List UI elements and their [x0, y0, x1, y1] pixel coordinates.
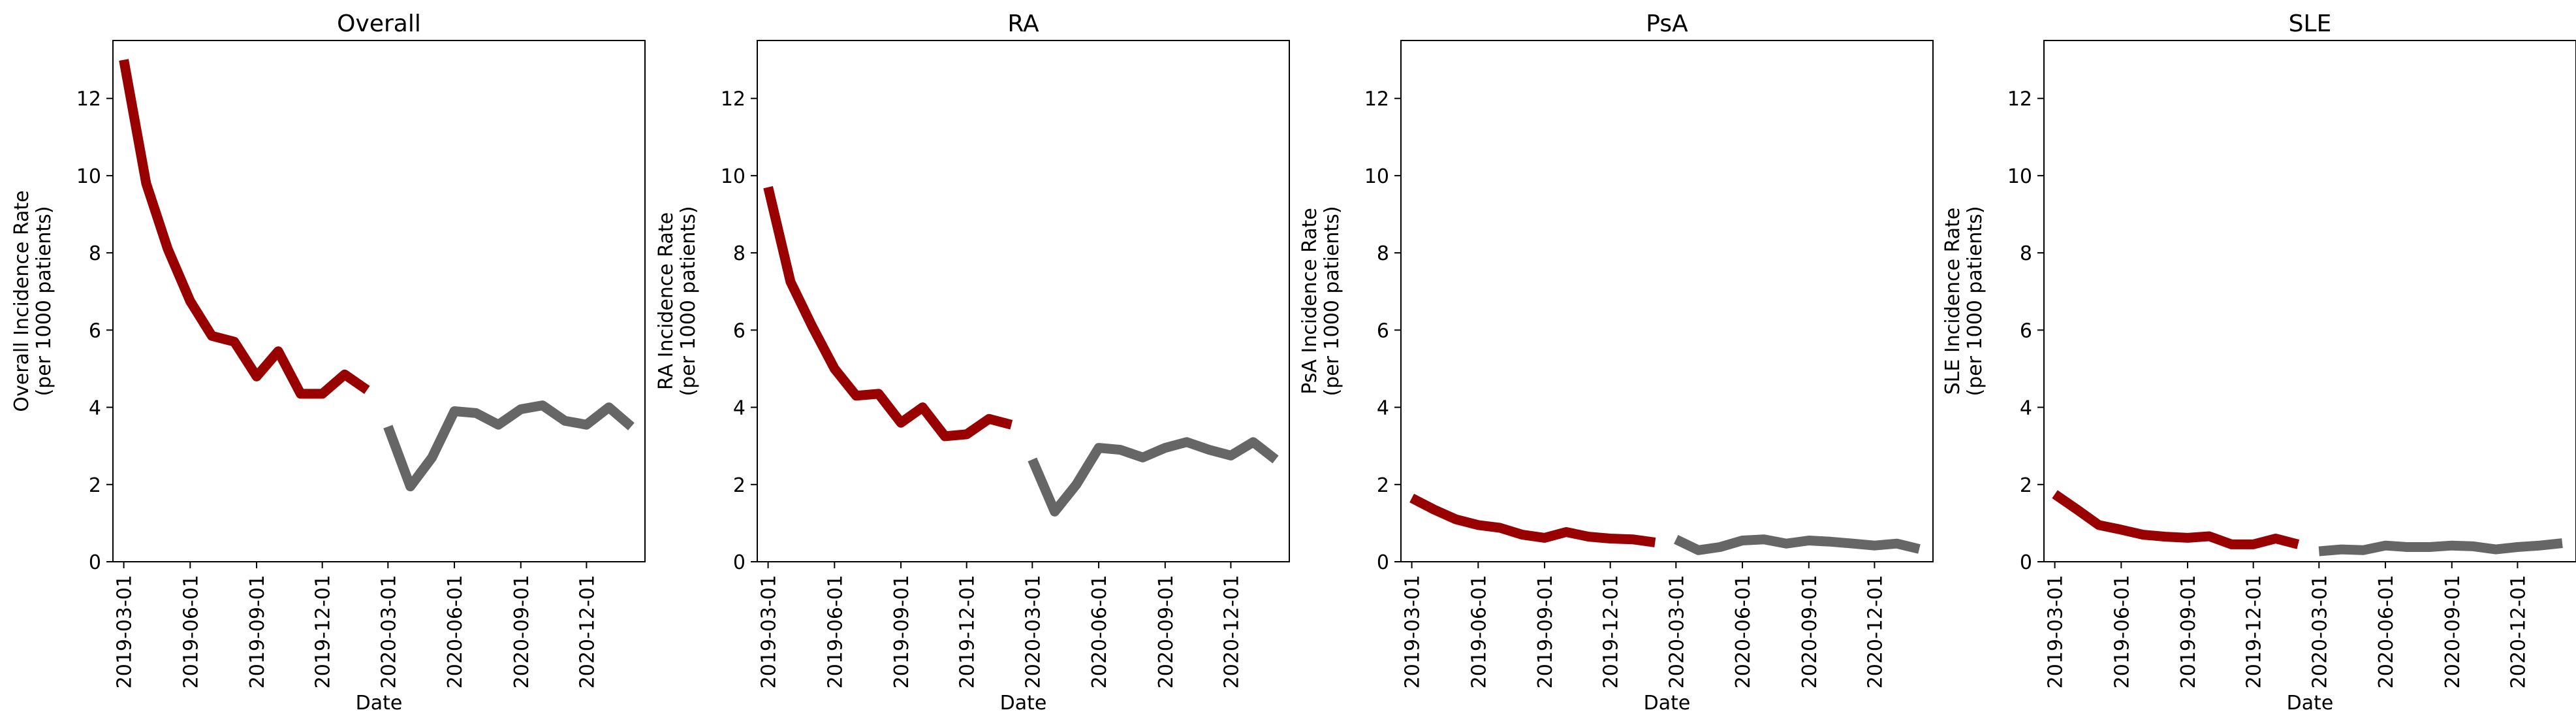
y-tick-label: 12: [2007, 88, 2032, 111]
x-tick-label: 2020-12-01: [1220, 575, 1243, 688]
y-tick-label: 4: [1377, 397, 1389, 420]
plot-frame: [112, 40, 646, 562]
y-tick-label: 6: [733, 319, 746, 342]
x-tick-label: 2019-09-01: [890, 575, 913, 688]
series-line-pre: [119, 59, 370, 399]
y-axis-label: (per 1000 patients): [1964, 206, 1987, 396]
x-tick-label: 2020-03-01: [377, 575, 400, 688]
x-tick-label: 2020-03-01: [1665, 575, 1688, 688]
x-tick-label: 2020-06-01: [2375, 575, 2398, 688]
series-line-post: [1674, 534, 1921, 555]
y-axis-label: (per 1000 patients): [677, 206, 700, 396]
panel-title: PsA: [1646, 10, 1688, 37]
y-axis-label: Overall Incidence Rate: [10, 190, 33, 412]
y-tick-label: 10: [721, 165, 746, 188]
y-tick-label: 0: [2020, 551, 2032, 574]
plot-frame: [1400, 40, 1934, 562]
x-tick-label: 2020-09-01: [2442, 575, 2464, 688]
x-tick-label: 2020-09-01: [1155, 575, 1178, 688]
y-tick-label: 8: [89, 242, 101, 265]
y-tick-label: 12: [1364, 88, 1389, 111]
x-tick-label: 2019-03-01: [114, 575, 136, 688]
panel-psa: 0 2 4 6 8 10 12 2019-03-01 2019-06-01 2019-09-01 2…: [1298, 10, 1934, 715]
y-tick-label: 6: [1377, 319, 1389, 342]
x-tick-label: 2019-12-01: [956, 575, 979, 688]
x-tick-label: 2020-12-01: [2507, 575, 2530, 688]
x-tick-label: 2019-12-01: [1600, 575, 1623, 688]
x-tick-label: 2019-03-01: [758, 575, 781, 688]
x-tick-label: 2019-09-01: [246, 575, 269, 688]
x-tick-label: 2020-06-01: [444, 575, 467, 688]
y-tick-label: 12: [76, 88, 101, 111]
y-tick-label: 4: [2020, 397, 2032, 420]
y-tick-label: 2: [733, 474, 746, 497]
y-tick-label: 10: [2007, 165, 2032, 188]
y-tick-label: 6: [2020, 319, 2032, 342]
y-tick-label: 6: [89, 319, 101, 342]
x-tick-label: 2020-12-01: [1864, 575, 1887, 688]
panel-ra: 0 2 4 6 8 10 12 2019-03-01 2019-06-01 2019-09-01 2…: [655, 10, 1290, 715]
x-tick-label: 2020-03-01: [2308, 575, 2331, 688]
x-tick-label: 2019-09-01: [1534, 575, 1557, 688]
y-tick-label: 10: [1364, 165, 1389, 188]
y-tick-label: 2: [2020, 474, 2032, 497]
plot-frame: [2043, 40, 2576, 562]
x-axis-label: Date: [2287, 692, 2334, 715]
series-line-post: [1028, 437, 1279, 517]
series-line-pre: [2052, 490, 2300, 549]
series-line-pre: [763, 186, 1013, 442]
panel-title: Overall: [337, 10, 421, 37]
y-axis-label: RA Incidence Rate: [655, 212, 678, 390]
y-axis-label: SLE Incidence Rate: [1941, 208, 1964, 395]
x-tick-label: 2019-06-01: [180, 575, 202, 688]
y-tick-label: 8: [1377, 242, 1389, 265]
y-tick-label: 8: [2020, 242, 2032, 265]
x-tick-label: 2019-06-01: [2111, 575, 2133, 688]
x-axis-label: Date: [1644, 692, 1691, 715]
x-tick-label: 2020-06-01: [1088, 575, 1111, 688]
series-line-post: [383, 400, 635, 492]
x-tick-label: 2019-06-01: [1468, 575, 1490, 688]
y-tick-label: 0: [89, 551, 101, 574]
y-tick-label: 0: [1377, 551, 1389, 574]
y-tick-label: 10: [76, 165, 101, 188]
panel-title: RA: [1007, 10, 1039, 37]
y-tick-label: 0: [733, 551, 746, 574]
x-tick-label: 2019-03-01: [1402, 575, 1424, 688]
y-axis-label: PsA Incidence Rate: [1298, 208, 1321, 395]
x-tick-label: 2020-03-01: [1022, 575, 1045, 688]
x-tick-label: 2020-09-01: [1798, 575, 1821, 688]
series-line-pre: [1409, 493, 1656, 547]
x-axis-label: Date: [356, 692, 403, 715]
x-tick-label: 2019-12-01: [312, 575, 335, 688]
panel-sle: 0 2 4 6 8 10 12 2019-03-01 2019-06-01 2019-09-01 2…: [1941, 10, 2576, 715]
y-tick-label: 4: [89, 397, 101, 420]
y-tick-label: 4: [733, 397, 746, 420]
x-tick-label: 2019-03-01: [2045, 575, 2067, 688]
y-tick-label: 12: [721, 88, 746, 111]
x-tick-label: 2020-09-01: [510, 575, 533, 688]
x-tick-label: 2019-09-01: [2177, 575, 2200, 688]
x-tick-label: 2020-06-01: [1732, 575, 1755, 688]
x-axis-label: Date: [1000, 692, 1047, 715]
y-tick-label: 8: [733, 242, 746, 265]
x-tick-label: 2020-12-01: [576, 575, 599, 688]
y-axis-label: (per 1000 patients): [33, 206, 55, 396]
x-tick-label: 2019-06-01: [824, 575, 847, 688]
plot-frame: [757, 40, 1290, 562]
panel-title: SLE: [2289, 10, 2332, 37]
series-line-post: [2318, 538, 2563, 557]
y-tick-label: 2: [89, 474, 101, 497]
x-tick-label: 2019-12-01: [2243, 575, 2266, 688]
y-axis-label: (per 1000 patients): [1321, 206, 1343, 396]
panel-overall: 0 2 4 6 8 10 12 2019-03-01 2019-06-01 2019-09-01 2…: [10, 10, 646, 715]
y-tick-label: 2: [1377, 474, 1389, 497]
